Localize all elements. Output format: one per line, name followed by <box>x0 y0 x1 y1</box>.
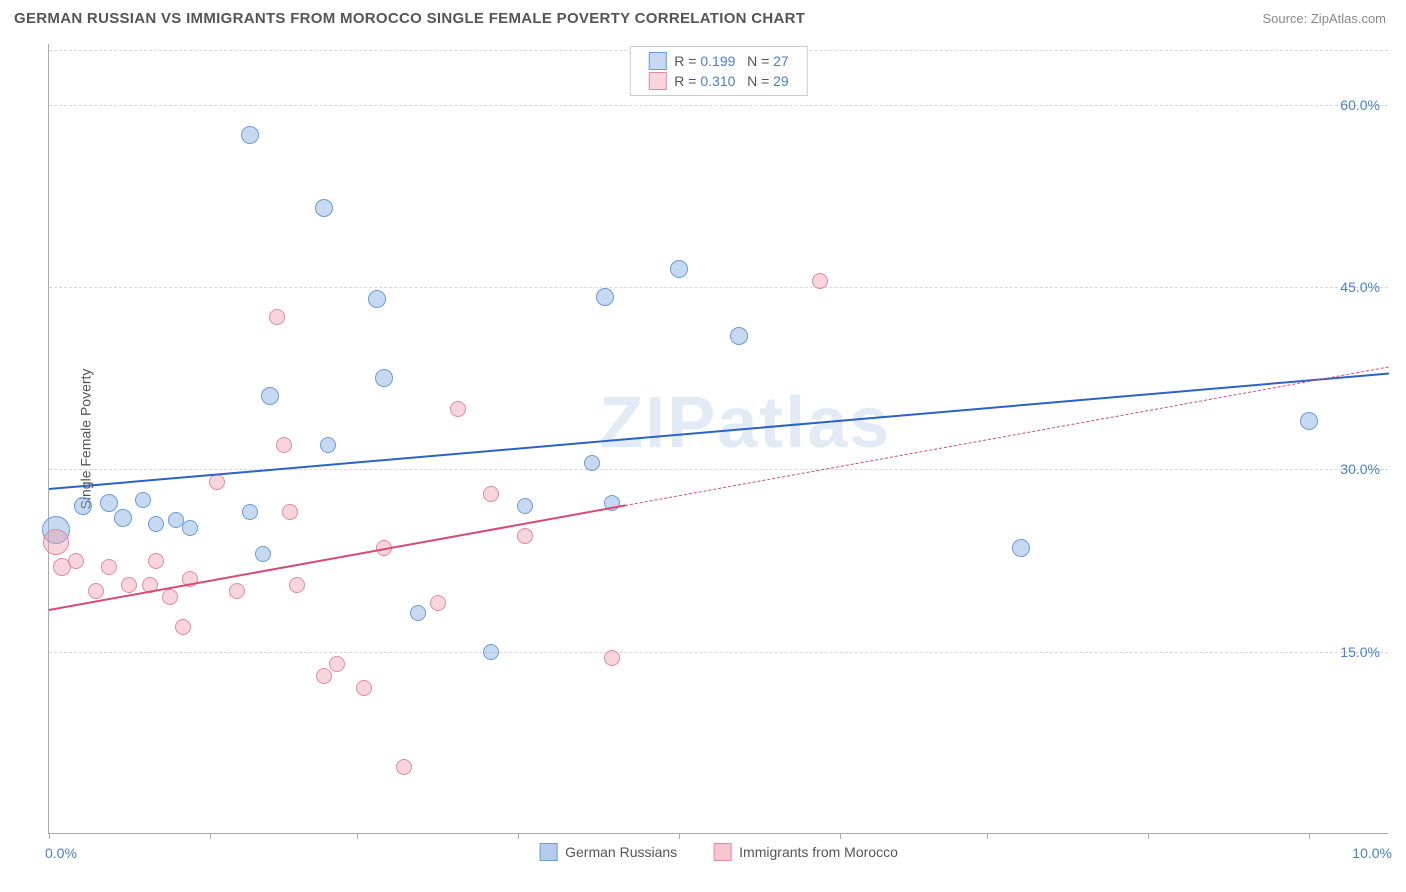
data-point <box>730 327 748 345</box>
legend-swatch <box>539 843 557 861</box>
x-tick <box>987 833 988 839</box>
trend-line-extrapolated <box>625 366 1389 506</box>
data-point <box>396 759 412 775</box>
legend-item: Immigrants from Morocco <box>713 843 898 861</box>
data-point <box>320 437 336 453</box>
data-point <box>269 309 285 325</box>
x-tick <box>1309 833 1310 839</box>
data-point <box>289 577 305 593</box>
legend-stats: R = 0.199 N = 27 R = 0.310 N = 29 <box>629 46 807 96</box>
data-point <box>1012 539 1030 557</box>
data-point <box>101 559 117 575</box>
x-tick <box>357 833 358 839</box>
x-tick <box>679 833 680 839</box>
data-point <box>670 260 688 278</box>
legend-series: German Russians Immigrants from Morocco <box>539 843 898 861</box>
data-point <box>255 546 271 562</box>
data-point <box>182 520 198 536</box>
legend-swatch <box>648 72 666 90</box>
data-point <box>517 498 533 514</box>
data-point <box>410 605 426 621</box>
chart-source: Source: ZipAtlas.com <box>1262 11 1386 26</box>
data-point <box>68 553 84 569</box>
data-point <box>162 589 178 605</box>
data-point <box>316 668 332 684</box>
gridline <box>49 105 1388 106</box>
legend-stats-row: R = 0.199 N = 27 <box>648 51 788 71</box>
data-point <box>450 401 466 417</box>
data-point <box>812 273 828 289</box>
data-point <box>242 504 258 520</box>
legend-swatch <box>648 52 666 70</box>
gridline <box>49 287 1388 288</box>
y-tick-label: 30.0% <box>1340 461 1380 477</box>
data-point <box>430 595 446 611</box>
data-point <box>88 583 104 599</box>
legend-label: Immigrants from Morocco <box>739 844 898 860</box>
data-point <box>229 583 245 599</box>
data-point <box>483 644 499 660</box>
chart-title: GERMAN RUSSIAN VS IMMIGRANTS FROM MOROCC… <box>14 10 805 27</box>
data-point <box>241 126 259 144</box>
y-tick-label: 60.0% <box>1340 97 1380 113</box>
x-tick <box>210 833 211 839</box>
data-point <box>74 497 92 515</box>
legend-label: German Russians <box>565 844 677 860</box>
x-tick <box>518 833 519 839</box>
legend-stat-text: R = 0.310 N = 29 <box>674 73 788 89</box>
x-label-max: 10.0% <box>1352 845 1392 861</box>
data-point <box>329 656 345 672</box>
trend-line <box>49 505 626 611</box>
data-point <box>148 516 164 532</box>
data-point <box>175 619 191 635</box>
x-label-min: 0.0% <box>45 845 77 861</box>
legend-stats-row: R = 0.310 N = 29 <box>648 71 788 91</box>
x-tick <box>49 833 50 839</box>
data-point <box>596 288 614 306</box>
data-point <box>135 492 151 508</box>
data-point <box>100 494 118 512</box>
y-tick-label: 45.0% <box>1340 279 1380 295</box>
data-point <box>148 553 164 569</box>
data-point <box>114 509 132 527</box>
watermark: ZIPatlas <box>599 382 891 464</box>
data-point <box>604 650 620 666</box>
data-point <box>261 387 279 405</box>
data-point <box>282 504 298 520</box>
scatter-chart: ZIPatlas Single Female Poverty 15.0% 30.0… <box>48 44 1388 834</box>
data-point <box>584 455 600 471</box>
legend-stat-text: R = 0.199 N = 27 <box>674 53 788 69</box>
legend-item: German Russians <box>539 843 677 861</box>
y-tick-label: 15.0% <box>1340 644 1380 660</box>
data-point <box>517 528 533 544</box>
data-point <box>1300 412 1318 430</box>
trend-line <box>49 372 1389 489</box>
data-point <box>368 290 386 308</box>
legend-swatch <box>713 843 731 861</box>
data-point <box>121 577 137 593</box>
x-tick <box>1148 833 1149 839</box>
data-point <box>276 437 292 453</box>
data-point <box>356 680 372 696</box>
gridline <box>49 652 1388 653</box>
y-axis-label: Single Female Poverty <box>77 368 93 509</box>
data-point <box>43 529 69 555</box>
data-point <box>483 486 499 502</box>
chart-header: GERMAN RUSSIAN VS IMMIGRANTS FROM MOROCC… <box>0 0 1406 31</box>
data-point <box>315 199 333 217</box>
x-tick <box>840 833 841 839</box>
data-point <box>375 369 393 387</box>
